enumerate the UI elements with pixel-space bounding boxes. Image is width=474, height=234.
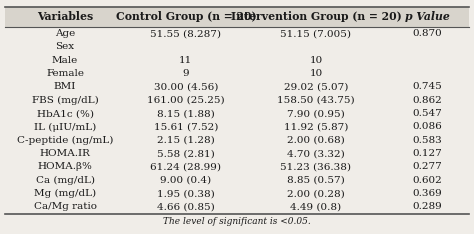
- Text: 0.602: 0.602: [412, 176, 442, 185]
- Text: HOMA.IR: HOMA.IR: [40, 149, 91, 158]
- Text: 5.58 (2.81): 5.58 (2.81): [157, 149, 215, 158]
- Text: 0.745: 0.745: [412, 82, 442, 91]
- Text: 2.00 (0.68): 2.00 (0.68): [287, 136, 345, 145]
- Text: 61.24 (28.99): 61.24 (28.99): [150, 162, 221, 172]
- Text: HOMA.β%: HOMA.β%: [38, 162, 92, 172]
- Text: 1.95 (0.38): 1.95 (0.38): [157, 189, 215, 198]
- Text: 9: 9: [182, 69, 189, 78]
- Text: 4.66 (0.85): 4.66 (0.85): [157, 202, 215, 212]
- Text: 4.70 (3.32): 4.70 (3.32): [287, 149, 345, 158]
- Text: The level of significant is <0.05.: The level of significant is <0.05.: [163, 217, 311, 226]
- Text: 0.127: 0.127: [412, 149, 442, 158]
- Text: 7.90 (0.95): 7.90 (0.95): [287, 109, 345, 118]
- Text: Ca (mg/dL): Ca (mg/dL): [36, 176, 95, 185]
- Text: BMI: BMI: [54, 82, 76, 91]
- Text: FBS (mg/dL): FBS (mg/dL): [32, 96, 99, 105]
- Text: 30.00 (4.56): 30.00 (4.56): [154, 82, 218, 91]
- Text: Intervention Group (n = 20): Intervention Group (n = 20): [230, 11, 401, 22]
- Text: 0.547: 0.547: [412, 109, 442, 118]
- Text: 0.086: 0.086: [412, 122, 442, 132]
- Text: 0.277: 0.277: [412, 162, 442, 172]
- Text: 0.369: 0.369: [412, 189, 442, 198]
- Text: 8.15 (1.88): 8.15 (1.88): [157, 109, 215, 118]
- Text: 0.583: 0.583: [412, 136, 442, 145]
- Text: 158.50 (43.75): 158.50 (43.75): [277, 96, 355, 105]
- Text: Female: Female: [46, 69, 84, 78]
- Text: Sex: Sex: [55, 42, 75, 51]
- Text: Variables: Variables: [37, 11, 93, 22]
- Text: 9.00 (0.4): 9.00 (0.4): [160, 176, 211, 185]
- Text: 161.00 (25.25): 161.00 (25.25): [147, 96, 225, 105]
- Text: IL (μIU/mL): IL (μIU/mL): [34, 122, 96, 132]
- Text: Ca/Mg ratio: Ca/Mg ratio: [34, 202, 97, 212]
- Text: Mg (mg/dL): Mg (mg/dL): [34, 189, 96, 198]
- Text: 0.289: 0.289: [412, 202, 442, 212]
- Text: 51.55 (8.287): 51.55 (8.287): [150, 29, 221, 38]
- Text: 11: 11: [179, 56, 192, 65]
- Text: 29.02 (5.07): 29.02 (5.07): [284, 82, 348, 91]
- Text: C-peptide (ng/mL): C-peptide (ng/mL): [17, 136, 113, 145]
- Text: 2.15 (1.28): 2.15 (1.28): [157, 136, 215, 145]
- Text: Control Group (n = 20): Control Group (n = 20): [116, 11, 256, 22]
- Text: p Value: p Value: [405, 11, 450, 22]
- Text: 51.23 (36.38): 51.23 (36.38): [281, 162, 351, 172]
- Text: 10: 10: [310, 69, 323, 78]
- Text: 15.61 (7.52): 15.61 (7.52): [154, 122, 218, 132]
- Text: 0.870: 0.870: [412, 29, 442, 38]
- Text: 2.00 (0.28): 2.00 (0.28): [287, 189, 345, 198]
- Text: 4.49 (0.8): 4.49 (0.8): [291, 202, 342, 212]
- Text: 10: 10: [310, 56, 323, 65]
- Text: 11.92 (5.87): 11.92 (5.87): [284, 122, 348, 132]
- Text: 0.862: 0.862: [412, 96, 442, 105]
- Text: HbA1c (%): HbA1c (%): [36, 109, 94, 118]
- Text: 51.15 (7.005): 51.15 (7.005): [281, 29, 351, 38]
- Text: Age: Age: [55, 29, 75, 38]
- Text: 8.85 (0.57): 8.85 (0.57): [287, 176, 345, 185]
- FancyBboxPatch shape: [5, 7, 469, 27]
- Text: Male: Male: [52, 56, 78, 65]
